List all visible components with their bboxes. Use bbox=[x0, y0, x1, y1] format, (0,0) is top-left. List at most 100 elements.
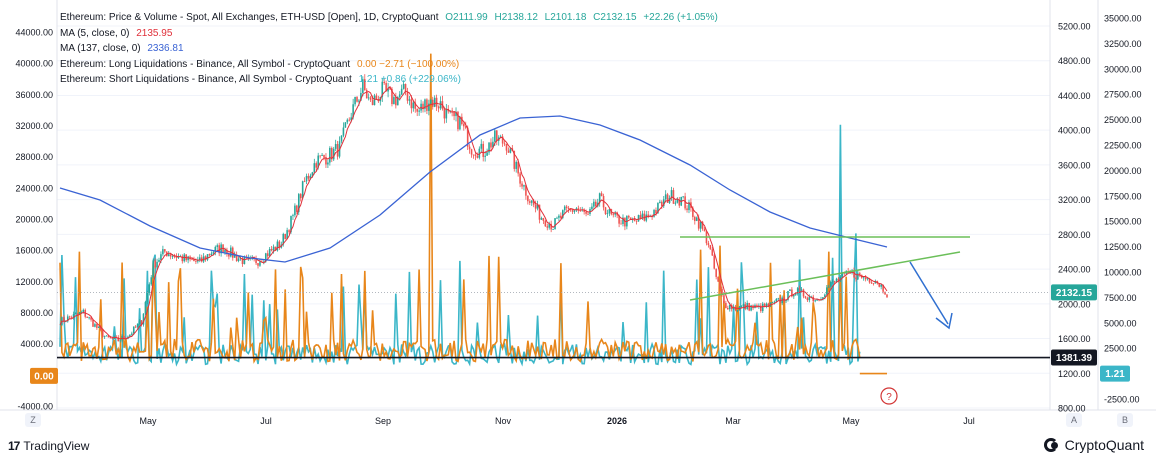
candle-body bbox=[548, 223, 551, 228]
x-tick-label: 2026 bbox=[607, 416, 627, 426]
candle-body bbox=[98, 326, 100, 328]
candle-body bbox=[138, 320, 141, 324]
candle-body bbox=[639, 215, 642, 219]
candle-body bbox=[536, 204, 539, 209]
candle-body bbox=[103, 336, 106, 338]
x-tick-label: May bbox=[842, 416, 860, 426]
tradingview-brand[interactable]: 17 TradingView bbox=[8, 439, 89, 453]
candle-body bbox=[688, 202, 690, 211]
right-tick-label: 17500.00 bbox=[1104, 191, 1142, 201]
candle-body bbox=[562, 210, 564, 218]
candle-body bbox=[181, 256, 184, 262]
candle-body bbox=[569, 209, 572, 210]
candle-body bbox=[354, 97, 356, 105]
candle-body bbox=[540, 218, 543, 220]
legend-ma137-label: MA (137, close, 0) bbox=[60, 43, 141, 54]
candle-body bbox=[695, 217, 698, 221]
candle-body bbox=[439, 101, 442, 109]
right-tick-label: 7500.00 bbox=[1104, 293, 1137, 303]
x-tick-label: Sep bbox=[375, 416, 391, 426]
ma137-line bbox=[59, 115, 888, 263]
candle-body bbox=[290, 216, 292, 232]
candle-body bbox=[255, 258, 257, 264]
candle-body bbox=[344, 122, 347, 128]
candle-body bbox=[490, 142, 492, 148]
candle-body bbox=[296, 205, 298, 212]
candle-body bbox=[727, 307, 729, 310]
scale-button-a[interactable]: A bbox=[1066, 413, 1082, 427]
candle-body bbox=[142, 313, 145, 325]
candle-body bbox=[398, 94, 401, 97]
right-tick-label: 12500.00 bbox=[1104, 242, 1142, 252]
candle-body bbox=[315, 163, 318, 168]
candle-body bbox=[282, 233, 285, 245]
candle-body bbox=[101, 329, 104, 337]
candle-body bbox=[614, 212, 617, 215]
price-tick-label: 800.00 bbox=[1058, 404, 1086, 414]
candle-body bbox=[472, 154, 475, 156]
legend-low: L2101.18 bbox=[544, 12, 587, 23]
candle-body bbox=[686, 208, 688, 211]
candle-body bbox=[492, 141, 494, 148]
candle-body bbox=[152, 260, 154, 278]
scale-button-z[interactable]: Z bbox=[25, 413, 41, 427]
left-tick-label: 24000.00 bbox=[15, 183, 53, 193]
candle-body bbox=[629, 217, 632, 220]
price-tick-label: 2400.00 bbox=[1058, 265, 1091, 275]
candle-body bbox=[593, 201, 595, 207]
candle-body bbox=[412, 102, 415, 109]
candle-body bbox=[173, 256, 176, 257]
candle-body bbox=[144, 301, 147, 314]
candle-body bbox=[92, 319, 94, 327]
footer-bar: 17 TradingView CryptoQuant bbox=[0, 436, 1156, 458]
candle-body bbox=[542, 218, 545, 221]
candle-body bbox=[329, 148, 331, 163]
candle-body bbox=[701, 221, 704, 229]
legend-short-row[interactable]: Ethereum: Short Liquidations - Binance, … bbox=[60, 72, 718, 88]
legend-long-row[interactable]: Ethereum: Long Liquidations - Binance, A… bbox=[60, 57, 718, 73]
candle-body bbox=[416, 108, 419, 112]
candle-body bbox=[662, 199, 665, 207]
candle-body bbox=[68, 316, 71, 318]
candle-body bbox=[647, 214, 650, 217]
candle-body bbox=[464, 126, 467, 128]
candle-body bbox=[612, 214, 615, 216]
candle-body bbox=[525, 185, 527, 196]
cryptoquant-brand[interactable]: CryptoQuant bbox=[1043, 437, 1144, 453]
legend-ma5-row[interactable]: MA (5, close, 0) 2135.95 bbox=[60, 26, 718, 42]
candle-body bbox=[408, 99, 411, 101]
legend-short-label: Ethereum: Short Liquidations - Binance, … bbox=[60, 74, 352, 85]
candle-body bbox=[358, 100, 360, 102]
right-tick-label: 30000.00 bbox=[1104, 64, 1142, 74]
candle-body bbox=[146, 292, 149, 302]
price-tick-label: 3200.00 bbox=[1058, 195, 1091, 205]
candle-body bbox=[453, 111, 455, 117]
candle-body bbox=[117, 337, 120, 342]
legend-ma137-row[interactable]: MA (137, close, 0) 2336.81 bbox=[60, 41, 718, 57]
candle-body bbox=[284, 233, 286, 240]
candle-body bbox=[682, 196, 684, 198]
left-tick-label: 20000.00 bbox=[15, 215, 53, 225]
candle-body bbox=[96, 324, 98, 328]
x-tick-label: May bbox=[139, 416, 157, 426]
candle-body bbox=[371, 99, 374, 106]
price-tick-label: 3600.00 bbox=[1058, 160, 1091, 170]
support-level-badge: 1381.39 bbox=[1056, 353, 1093, 364]
candle-body bbox=[259, 261, 261, 266]
scale-button-b[interactable]: B bbox=[1117, 413, 1133, 427]
candle-body bbox=[214, 246, 217, 253]
candle-body bbox=[235, 254, 238, 262]
candle-body bbox=[509, 148, 512, 153]
candle-body bbox=[90, 317, 92, 320]
candle-body bbox=[429, 99, 432, 104]
candle-body bbox=[645, 214, 648, 221]
candle-body bbox=[395, 97, 397, 106]
left-tick-label: 32000.00 bbox=[15, 121, 53, 131]
candle-body bbox=[391, 88, 393, 105]
candle-body bbox=[709, 245, 712, 250]
candle-body bbox=[396, 96, 399, 106]
candle-body bbox=[433, 97, 436, 107]
candle-body bbox=[210, 253, 213, 256]
candle-body bbox=[558, 215, 560, 218]
candle-body bbox=[501, 136, 504, 144]
